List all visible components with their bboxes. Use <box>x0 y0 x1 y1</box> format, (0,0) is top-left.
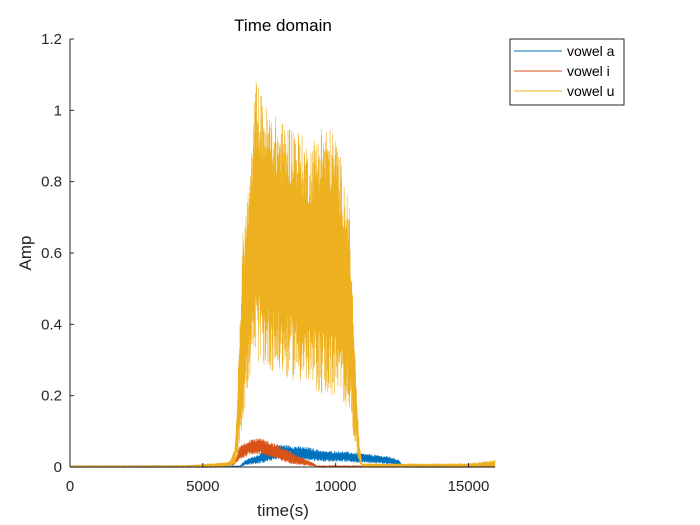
axes: 0 5000 10000 15000 0 0.2 0.4 0.6 0.8 1 1.2 <box>41 31 495 495</box>
y-tick-label: 0.4 <box>41 316 62 333</box>
legend: vowel a vowel i vowel u <box>509 38 625 106</box>
legend-entry: vowel u <box>567 83 614 99</box>
y-tick-label: 0.8 <box>41 174 62 191</box>
x-tick-label: 15000 <box>448 478 490 495</box>
y-tick-label: 1.2 <box>41 31 62 48</box>
y-tick-label: 0.6 <box>41 245 62 262</box>
x-tick-label: 0 <box>66 478 74 495</box>
x-tick-label: 5000 <box>186 478 219 495</box>
legend-entry: vowel a <box>567 43 615 59</box>
plot-area <box>69 81 496 469</box>
legend-entry: vowel i <box>567 63 610 79</box>
y-tick-label: 0 <box>54 459 62 476</box>
x-tick-label: 10000 <box>315 478 357 495</box>
y-tick-label: 0.2 <box>41 388 62 405</box>
chart-title: Time domain <box>234 16 332 35</box>
y-tick-label: 1 <box>54 102 62 119</box>
series-line-vowel-i <box>69 438 496 469</box>
y-axis-label: Amp <box>16 236 35 271</box>
legend-box <box>509 38 625 106</box>
x-axis-label: time(s) <box>257 501 309 520</box>
series-line-vowel-u <box>69 81 496 469</box>
